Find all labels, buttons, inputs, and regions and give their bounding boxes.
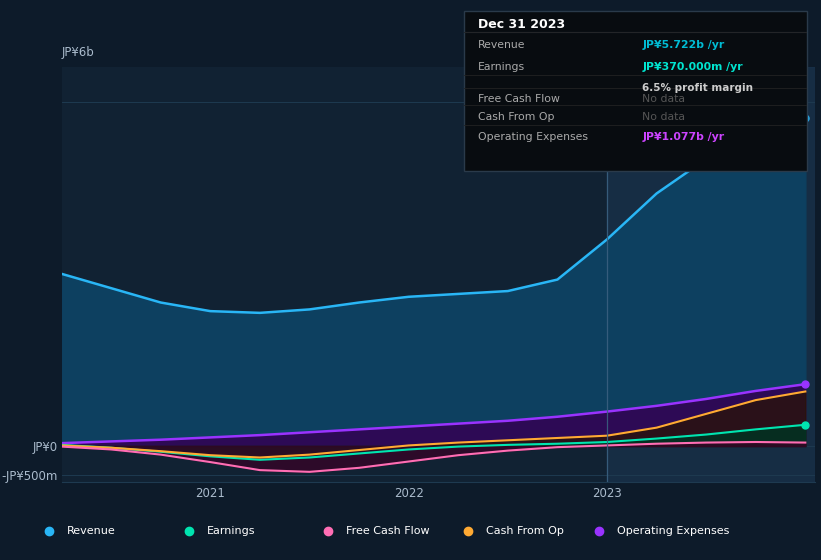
Text: No data: No data xyxy=(642,112,686,122)
Text: Cash From Op: Cash From Op xyxy=(486,526,564,536)
Text: Cash From Op: Cash From Op xyxy=(478,112,554,122)
Text: JP¥370.000m /yr: JP¥370.000m /yr xyxy=(642,62,743,72)
Text: JP¥5.722b /yr: JP¥5.722b /yr xyxy=(642,40,725,50)
Text: Operating Expenses: Operating Expenses xyxy=(617,526,730,536)
Text: Revenue: Revenue xyxy=(478,40,525,50)
Text: 6.5% profit margin: 6.5% profit margin xyxy=(642,83,754,93)
Text: Earnings: Earnings xyxy=(207,526,255,536)
Text: Revenue: Revenue xyxy=(67,526,116,536)
Bar xyxy=(607,67,815,482)
Text: Earnings: Earnings xyxy=(478,62,525,72)
Text: Operating Expenses: Operating Expenses xyxy=(478,133,588,142)
Text: JP¥1.077b /yr: JP¥1.077b /yr xyxy=(642,133,724,142)
Text: JP¥6b: JP¥6b xyxy=(62,46,94,59)
Text: Free Cash Flow: Free Cash Flow xyxy=(478,94,559,104)
Text: No data: No data xyxy=(642,94,686,104)
FancyBboxPatch shape xyxy=(464,11,807,171)
Text: Free Cash Flow: Free Cash Flow xyxy=(346,526,430,536)
Text: Dec 31 2023: Dec 31 2023 xyxy=(478,17,565,31)
